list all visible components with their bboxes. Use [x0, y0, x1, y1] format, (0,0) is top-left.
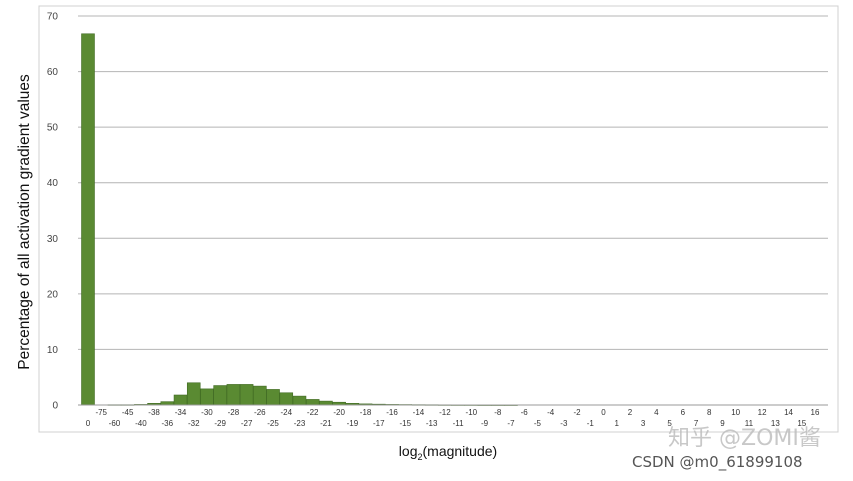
x-tick-label: -17 — [373, 419, 385, 428]
x-tick-label: 7 — [694, 419, 699, 428]
x-tick-label: 0 — [601, 408, 606, 417]
bar — [305, 399, 320, 406]
x-tick-label: -14 — [413, 408, 425, 417]
y-tick-label: 20 — [47, 289, 59, 300]
y-tick-label: 40 — [47, 178, 59, 189]
bar — [266, 389, 280, 406]
x-tick-label: 14 — [784, 408, 793, 417]
x-tick-label: -25 — [267, 419, 279, 428]
x-tick-label: -6 — [521, 408, 529, 417]
y-tick-labels: 0 10 20 30 40 50 60 70 — [47, 12, 59, 412]
x-tick-label: 11 — [745, 419, 754, 428]
x-tick-label: -28 — [228, 408, 240, 417]
bar — [173, 394, 188, 406]
y-tick-label: 30 — [47, 234, 59, 245]
x-tick-label: -60 — [109, 419, 121, 428]
x-tick-label: 0 — [86, 419, 91, 428]
bar — [200, 388, 214, 406]
x-tick-label: -8 — [494, 408, 502, 417]
x-tick-label: 10 — [731, 408, 740, 417]
x-tick-label: -40 — [135, 419, 147, 428]
x-tick-label: -20 — [333, 408, 345, 417]
x-tick-label: -2 — [574, 408, 582, 417]
y-tick-label: 60 — [47, 67, 59, 78]
bar — [292, 395, 307, 406]
y-tick-label: 10 — [47, 345, 59, 356]
x-tick-label: 15 — [797, 419, 806, 428]
x-tick-label: 5 — [667, 419, 672, 428]
x-tick-label: 9 — [720, 419, 725, 428]
bar — [81, 33, 95, 406]
x-tick-label: -45 — [122, 408, 134, 417]
x-tick-label: -36 — [162, 419, 174, 428]
x-tick-label: -7 — [507, 419, 515, 428]
x-tick-label: 1 — [615, 419, 620, 428]
x-tick-label: 6 — [681, 408, 686, 417]
x-tick-label: -34 — [175, 408, 187, 417]
x-tick-label: -4 — [547, 408, 555, 417]
x-tick-label: -18 — [360, 408, 372, 417]
x-tick-label: 13 — [771, 419, 780, 428]
bar — [239, 384, 254, 406]
y-tick-label: 50 — [47, 123, 59, 134]
chart-frame — [38, 5, 839, 433]
x-tick-label: -30 — [201, 408, 213, 417]
y-tick-label: 0 — [52, 401, 58, 412]
bar — [213, 385, 227, 406]
x-tick-label: -22 — [307, 408, 319, 417]
x-tick-label: -1 — [587, 419, 595, 428]
x-tick-label: 8 — [707, 408, 712, 417]
bar — [279, 392, 294, 406]
x-tick-label: -13 — [426, 419, 438, 428]
bar — [253, 385, 267, 406]
x-tick-label: -5 — [534, 419, 542, 428]
x-tick-label: 3 — [641, 419, 646, 428]
csdn-watermark: CSDN @m0_61899108 — [632, 453, 803, 471]
x-tick-label: -9 — [481, 419, 489, 428]
y-tick-label: 70 — [47, 12, 59, 23]
x-tick-label: -38 — [148, 408, 160, 417]
x-tick-label: -15 — [399, 419, 411, 428]
x-tick-label: -26 — [254, 408, 266, 417]
x-tick-label: 16 — [811, 408, 820, 417]
x-tick-label: -3 — [560, 419, 568, 428]
x-tick-labels: 0-75-60-45-40-38-36-34-32-30-29-28-27-26… — [86, 408, 820, 428]
bar — [319, 400, 333, 406]
bar — [226, 384, 241, 406]
x-tick-label: 2 — [628, 408, 633, 417]
x-tick-label: -21 — [320, 419, 332, 428]
x-tick-label: -75 — [95, 408, 107, 417]
x-tick-label: -29 — [214, 419, 226, 428]
x-tick-label: 12 — [758, 408, 767, 417]
y-axis-label: Percentage of all activation gradient va… — [16, 74, 33, 370]
x-tick-label: -32 — [188, 419, 200, 428]
zhihu-watermark: 知乎 @ZOMI酱 — [668, 426, 821, 451]
x-tick-label: -11 — [453, 419, 465, 428]
x-tick-label: -10 — [466, 408, 478, 417]
x-tick-label: -23 — [294, 419, 306, 428]
x-axis-label: log2(magnitude) — [399, 443, 497, 462]
x-tick-label: -16 — [386, 408, 398, 417]
x-tick-label: -27 — [241, 419, 253, 428]
x-tick-label: -12 — [439, 408, 451, 417]
x-tick-label: 4 — [654, 408, 659, 417]
x-tick-label: -24 — [280, 408, 292, 417]
gridlines — [78, 15, 828, 350]
bar — [186, 382, 201, 406]
x-tick-label: -19 — [347, 419, 359, 428]
